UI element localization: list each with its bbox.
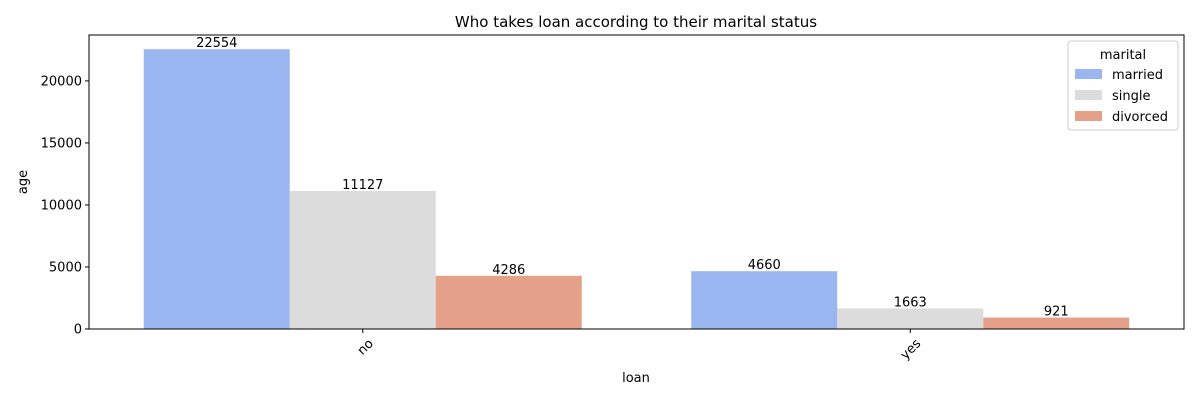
bar-married-yes: [691, 271, 838, 329]
bar-divorced-no: [435, 275, 582, 329]
legend: marital married single divorced: [1067, 40, 1179, 131]
legend-label-married: married: [1112, 68, 1163, 83]
x-axis: no yes: [355, 329, 925, 363]
legend-items: married single divorced: [1075, 68, 1168, 125]
x-tick-label-yes: yes: [898, 336, 925, 363]
y-axis: 0 5000 10000 15000 20000: [41, 74, 89, 338]
data-labels-group: 22554 11127 4286 4660 1663 921: [196, 36, 1069, 319]
legend-frame: [1067, 40, 1179, 131]
legend-swatch-divorced: [1075, 111, 1102, 121]
legend-label-divorced: divorced: [1112, 110, 1168, 125]
y-tick-label: 20000: [41, 74, 82, 89]
legend-label-single: single: [1112, 89, 1151, 104]
y-tick-label: 5000: [49, 260, 82, 275]
x-tick-label-no: no: [355, 336, 377, 358]
data-label-married-yes: 4660: [748, 258, 781, 273]
chart-title: Who takes loan according to their marita…: [455, 13, 817, 31]
legend-swatch-single: [1075, 90, 1102, 100]
x-axis-label: loan: [622, 371, 650, 386]
plot-frame: [88, 34, 1185, 330]
legend-title: marital: [1100, 48, 1146, 63]
data-label-divorced-yes: 921: [1044, 305, 1069, 320]
y-axis-label: age: [16, 170, 31, 194]
bar-single-no: [289, 190, 436, 329]
y-tick-label: 15000: [41, 136, 82, 151]
data-label-single-yes: 1663: [894, 295, 927, 310]
legend-swatch-married: [1075, 69, 1102, 79]
bar-divorced-yes: [983, 317, 1130, 329]
data-label-married-no: 22554: [196, 36, 237, 51]
data-label-single-no: 11127: [342, 178, 383, 193]
bars-group: [143, 49, 1130, 329]
y-tick-label: 0: [74, 323, 82, 338]
bar-single-yes: [837, 308, 984, 329]
y-tick-label: 10000: [41, 198, 82, 213]
data-label-divorced-no: 4286: [492, 263, 525, 278]
bar-married-no: [143, 49, 290, 329]
